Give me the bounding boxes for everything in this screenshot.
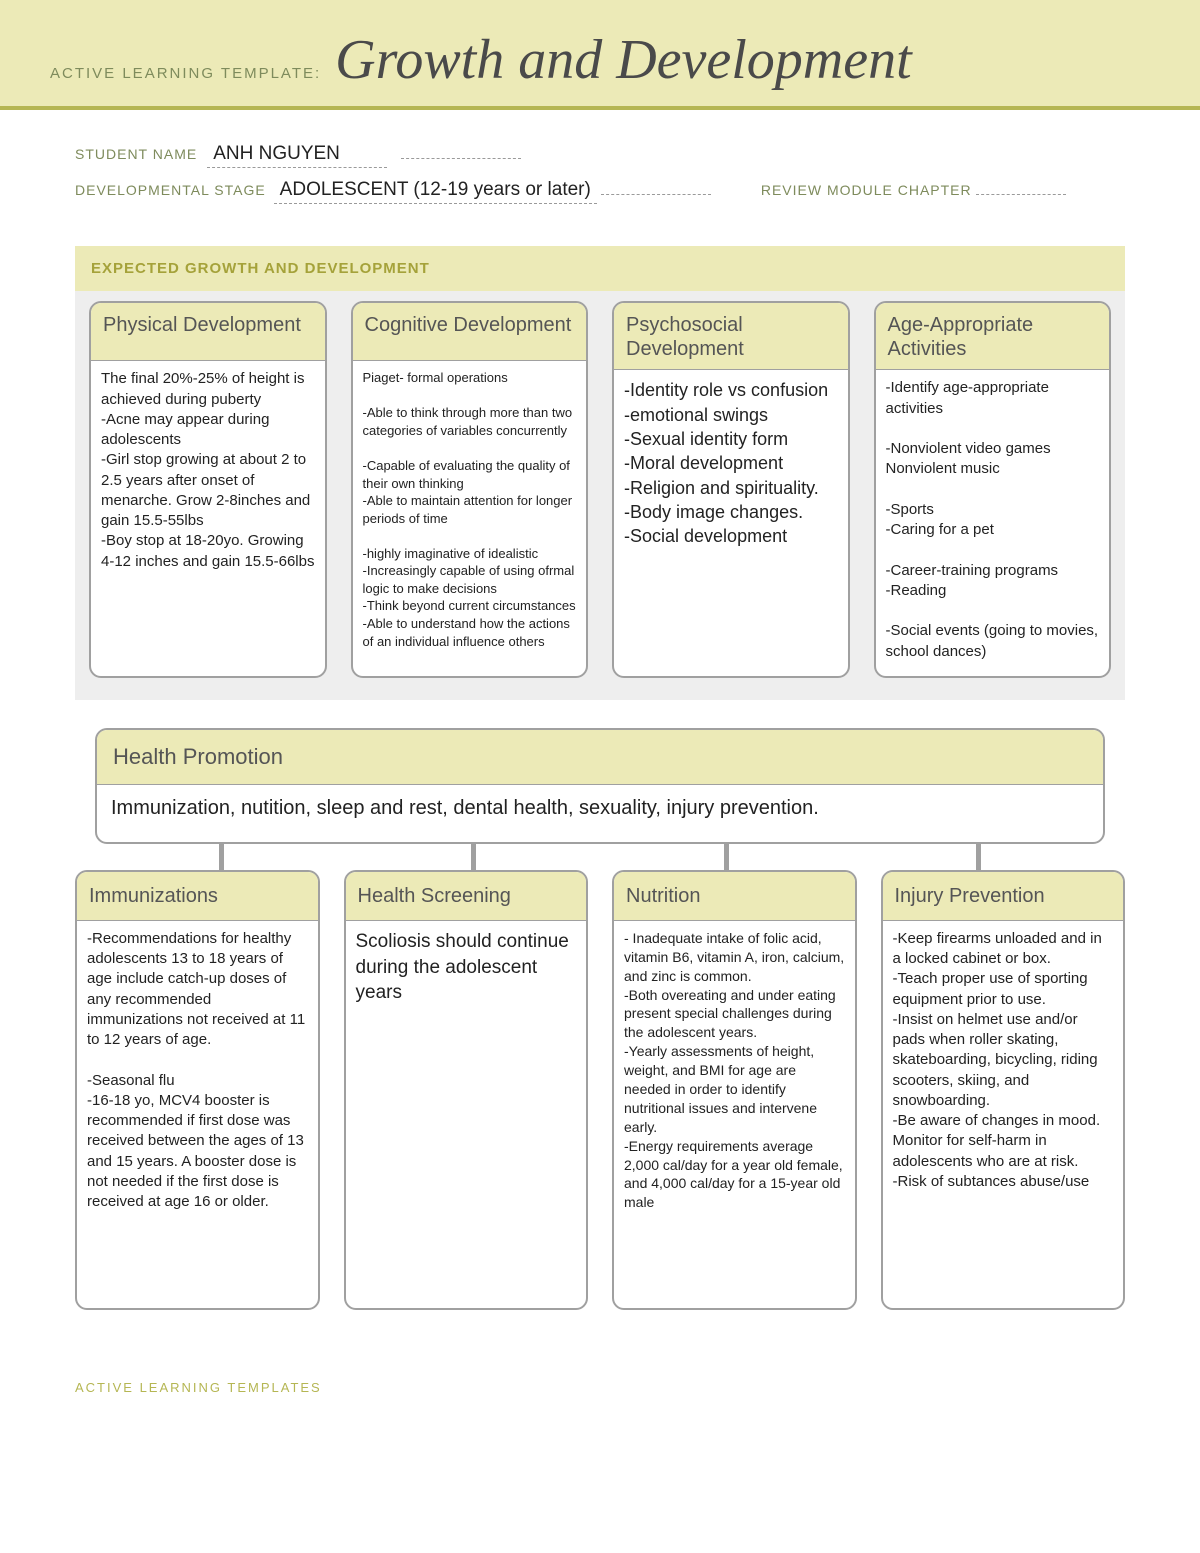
expected-heading: EXPECTED GROWTH AND DEVELOPMENT <box>75 246 1125 291</box>
connector-row <box>95 844 1105 870</box>
cognitive-title: Cognitive Development <box>353 303 587 361</box>
immunizations-title: Immunizations <box>77 872 318 921</box>
connector-line <box>471 844 476 870</box>
header-band: ACTIVE LEARNING TEMPLATE: Growth and Dev… <box>0 0 1200 106</box>
injury-title: Injury Prevention <box>883 872 1124 921</box>
physical-title: Physical Development <box>91 303 325 361</box>
activities-card: Age-Appropriate Activities -Identify age… <box>874 301 1112 678</box>
health-promotion-body: Immunization, nutition, sleep and rest, … <box>97 785 1103 842</box>
screening-title: Health Screening <box>346 872 587 921</box>
chapter-label: REVIEW MODULE CHAPTER <box>761 182 972 198</box>
immunizations-card: Immunizations -Recommendations for healt… <box>75 870 320 1310</box>
student-value: ANH NGUYEN <box>207 143 387 168</box>
stage-row: DEVELOPMENTAL STAGE ADOLESCENT (12-19 ye… <box>75 176 1125 204</box>
template-label: ACTIVE LEARNING TEMPLATE: <box>50 65 321 82</box>
psychosocial-title: Psychosocial Development <box>614 303 848 370</box>
header-inner: ACTIVE LEARNING TEMPLATE: Growth and Dev… <box>50 28 1150 92</box>
injury-body: -Keep firearms unloaded and in a locked … <box>883 921 1124 1308</box>
page-title: Growth and Development <box>335 28 912 92</box>
connector-line <box>724 844 729 870</box>
physical-card: Physical Development The final 20%-25% o… <box>89 301 327 678</box>
connector-line <box>219 844 224 870</box>
screening-body: Scoliosis should continue during the ado… <box>346 921 587 1308</box>
expected-card-row: Physical Development The final 20%-25% o… <box>75 291 1125 678</box>
student-row: STUDENT NAME ANH NGUYEN <box>75 140 1125 168</box>
stage-blank <box>601 176 711 195</box>
nutrition-body: - Inadequate intake of folic acid, vitam… <box>614 921 855 1308</box>
immunizations-body: -Recommendations for healthy adolescents… <box>77 921 318 1308</box>
expected-section: EXPECTED GROWTH AND DEVELOPMENT Physical… <box>75 246 1125 700</box>
psychosocial-body: -Identity role vs confusion -emotional s… <box>614 370 848 676</box>
cognitive-body: Piaget- formal operations -Able to think… <box>353 361 587 676</box>
student-label: STUDENT NAME <box>75 146 197 162</box>
health-subcard-row: Immunizations -Recommendations for healt… <box>75 870 1125 1310</box>
meta-section: STUDENT NAME ANH NGUYEN DEVELOPMENTAL ST… <box>0 110 1200 236</box>
connector-line <box>976 844 981 870</box>
student-blank <box>401 140 521 159</box>
stage-label: DEVELOPMENTAL STAGE <box>75 182 266 198</box>
nutrition-card: Nutrition - Inadequate intake of folic a… <box>612 870 857 1310</box>
psychosocial-card: Psychosocial Development -Identity role … <box>612 301 850 678</box>
activities-title: Age-Appropriate Activities <box>876 303 1110 370</box>
activities-body: -Identify age-appropriate activities -No… <box>876 370 1110 676</box>
health-promotion-card: Health Promotion Immunization, nutition,… <box>95 728 1105 844</box>
injury-card: Injury Prevention -Keep firearms unloade… <box>881 870 1126 1310</box>
footer-text: ACTIVE LEARNING TEMPLATES <box>75 1380 1125 1395</box>
screening-card: Health Screening Scoliosis should contin… <box>344 870 589 1310</box>
nutrition-title: Nutrition <box>614 872 855 921</box>
health-promotion-title: Health Promotion <box>97 730 1103 785</box>
health-promotion-section: Health Promotion Immunization, nutition,… <box>75 728 1125 870</box>
chapter-blank <box>976 176 1066 195</box>
physical-body: The final 20%-25% of height is achieved … <box>91 361 325 676</box>
cognitive-card: Cognitive Development Piaget- formal ope… <box>351 301 589 678</box>
stage-value: ADOLESCENT (12-19 years or later) <box>274 179 597 204</box>
